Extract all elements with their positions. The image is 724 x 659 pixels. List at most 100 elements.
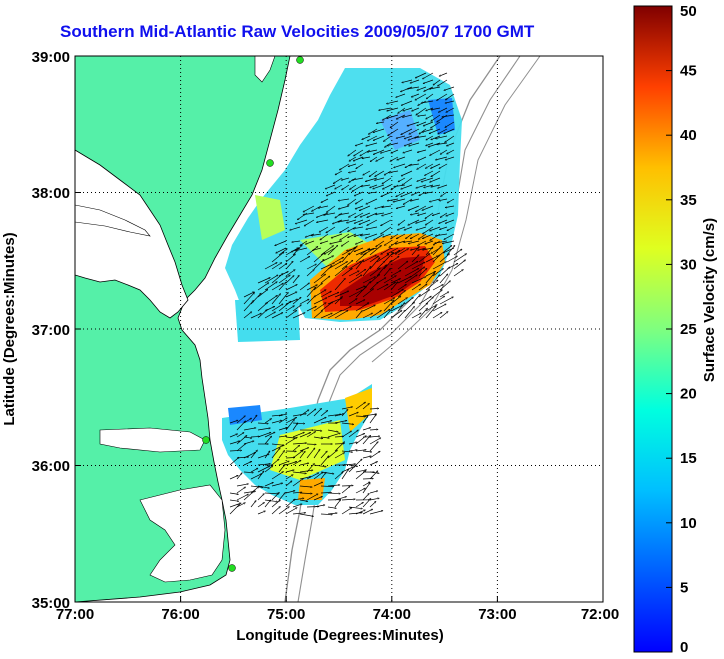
velocity-vector [316,219,329,222]
velocity-vector [431,247,441,254]
velocity-vector [299,493,312,494]
velocity-vector [439,311,448,319]
velocity-vector [437,142,448,145]
colorbar-tick-label: 5 [680,579,688,596]
velocity-vector [446,255,458,263]
velocity-vector [339,226,350,234]
velocity-vector [243,292,255,305]
velocity-vector [410,79,420,83]
velocity-vector [264,481,274,487]
velocity-vector [376,261,385,270]
velocity-vector [370,156,378,162]
velocity-vector [355,501,364,508]
velocity-vector [278,492,286,501]
velocity-vector [229,441,240,445]
velocity-vector [229,420,238,424]
velocity-vector [236,493,249,501]
velocity-vector [365,177,378,182]
velocity-vector [446,107,455,113]
velocity-vector [431,184,441,187]
velocity-vector [376,309,390,319]
velocity-vector [292,498,304,501]
velocity-vector [355,212,364,219]
x-tick-label: 72:00 [581,606,619,623]
velocity-vector [438,107,448,113]
velocity-vector [299,255,310,263]
velocity-vector [257,432,271,438]
velocity-vector [285,275,294,284]
velocity-vector [264,311,276,319]
velocity-vector [369,414,377,424]
velocity-vector [292,414,307,417]
velocity-vector [446,262,458,270]
velocity-vector [445,156,455,160]
velocity-vector [348,442,358,445]
velocity-vector [306,263,317,270]
velocity-vector [432,284,443,291]
velocity-vector [411,266,425,277]
velocity-vector [355,433,365,438]
velocity-vector [390,121,399,129]
velocity-vector [313,481,323,487]
velocity-vector [414,135,427,138]
velocity-vector [316,212,329,217]
velocity-vector [396,93,406,97]
velocity-vector [439,274,449,284]
velocity-vector [405,233,413,240]
velocity-vector [396,205,406,209]
x-tick-label: 77:00 [56,606,94,623]
velocity-vector [398,107,406,114]
velocity-vector [257,502,265,508]
velocity-vector [334,442,345,452]
radar-site-marker [228,564,236,572]
velocity-vector [341,267,353,277]
velocity-vector [285,491,295,494]
velocity-vector [355,285,365,291]
velocity-vector [341,485,350,494]
velocity-vector [402,114,413,117]
velocity-vector [378,107,392,110]
velocity-vector [355,310,363,319]
velocity-vector [278,461,289,466]
velocity-vector [285,436,295,438]
velocity-vector [257,282,269,291]
velocity-vector [356,163,364,170]
velocity-vector [243,436,252,438]
velocity-vector [257,465,270,473]
velocity-vector [292,423,299,431]
velocity-vector [285,291,297,298]
velocity-vector [445,100,455,103]
velocity-vector [425,273,436,284]
velocity-vector [348,429,359,438]
velocity-vector [341,422,354,424]
velocity-vector [292,504,302,508]
velocity-vector [438,128,448,135]
velocity-vector [325,184,336,189]
velocity-vector [422,226,434,235]
velocity-vector [355,142,364,146]
velocity-vector [278,417,287,424]
velocity-vector [404,297,414,305]
velocity-vector [292,492,302,493]
velocity-vector [369,310,382,319]
velocity-vector [299,409,309,417]
velocity-vector [305,240,315,244]
velocity-vector [229,504,240,515]
velocity-vector [369,258,381,270]
velocity-vector [376,277,386,284]
velocity-vector [369,170,378,178]
velocity-vector [362,276,376,284]
velocity-field-south-west [235,300,300,342]
velocity-vector [390,156,399,162]
velocity-vector [333,177,343,184]
velocity-vector [243,311,252,319]
velocity-vector [426,114,434,120]
velocity-vector [243,428,256,431]
velocity-vector [389,240,399,248]
velocity-vector [425,304,437,312]
velocity-vector [439,72,448,76]
velocity-vector [285,480,292,487]
velocity-vector [236,502,246,508]
velocity-vector [355,416,366,417]
velocity-vector [271,282,284,291]
